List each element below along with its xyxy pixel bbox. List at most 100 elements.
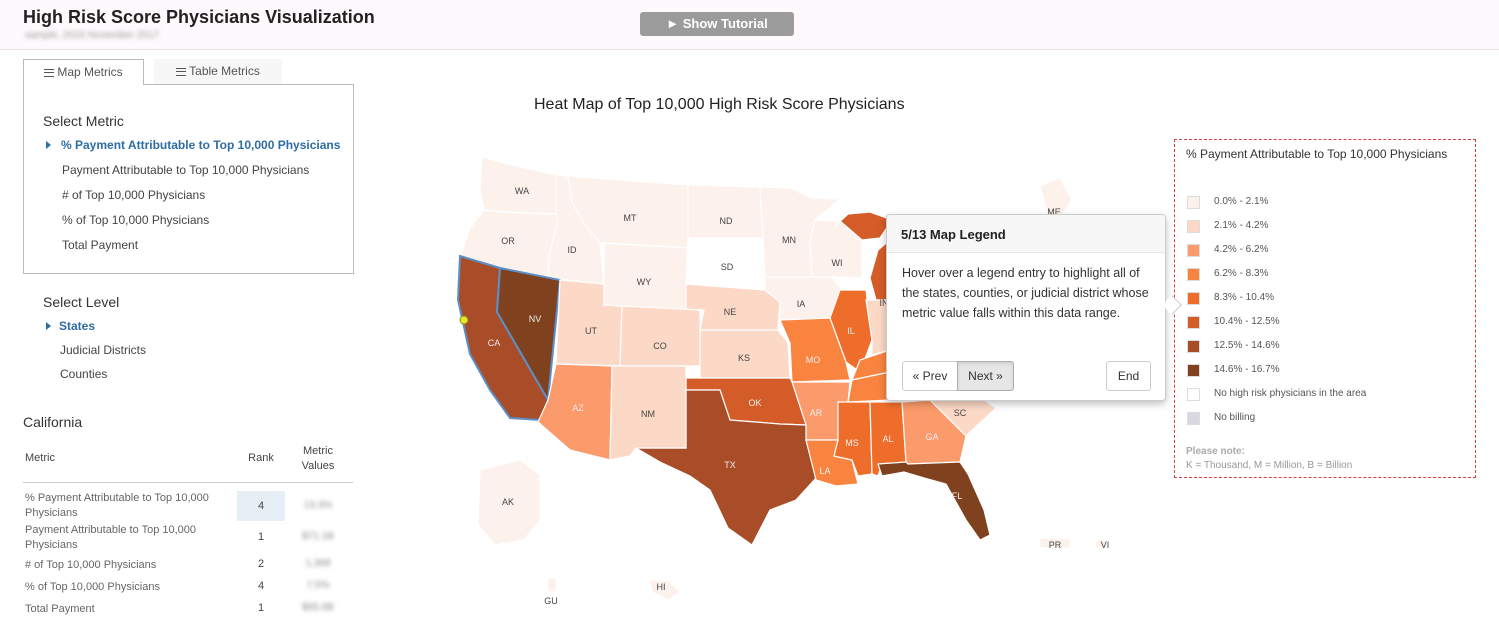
legend-note-heading: Please note: — [1186, 446, 1245, 457]
label-ut: UT — [585, 326, 597, 336]
legend-swatch[interactable] — [1187, 364, 1200, 377]
metric-option-pct-payment[interactable]: % Payment Attributable to Top 10,000 Phy… — [61, 138, 341, 152]
legend-item-label[interactable]: 2.1% - 4.2% — [1214, 220, 1269, 231]
label-az: AZ — [572, 403, 584, 413]
level-option-counties[interactable]: Counties — [60, 367, 108, 381]
next-button[interactable]: Next » — [957, 361, 1014, 391]
show-tutorial-button[interactable]: ► Show Tutorial — [640, 12, 794, 36]
legend-item-label[interactable]: 14.6% - 16.7% — [1214, 364, 1280, 375]
legend-item-label[interactable]: No billing — [1214, 412, 1256, 423]
legend-item-label[interactable]: 12.5% - 14.6% — [1214, 340, 1280, 351]
territory-vi[interactable] — [1095, 539, 1107, 549]
legend-swatch[interactable] — [1187, 268, 1200, 281]
selected-state-name: California — [23, 414, 83, 430]
label-wi: WI — [832, 258, 843, 268]
table-row-metric: # of Top 10,000 Physicians — [25, 559, 157, 571]
label-wa: WA — [515, 186, 529, 196]
legend-item-label[interactable]: 6.2% - 8.3% — [1214, 268, 1269, 279]
tab-label: Map Metrics — [57, 65, 123, 79]
label-gu: GU — [544, 596, 558, 606]
tab-table-metrics[interactable]: Table Metrics — [154, 59, 282, 85]
legend-swatch[interactable] — [1187, 340, 1200, 353]
label-ca: CA — [488, 338, 501, 348]
label-tx: TX — [724, 460, 736, 470]
level-option-states[interactable]: States — [59, 319, 96, 333]
header-metric-values-1: Metric — [303, 445, 333, 457]
location-marker-icon — [459, 315, 469, 325]
label-ks: KS — [738, 353, 750, 363]
label-ne: NE — [724, 307, 737, 317]
legend-note-text: K = Thousand, M = Million, B = Billion — [1186, 460, 1353, 471]
label-sc: SC — [954, 408, 967, 418]
legend-swatch[interactable] — [1187, 292, 1200, 305]
legend-swatch[interactable] — [1187, 388, 1200, 401]
app-subtitle: sample, 2016 November 2017 — [25, 30, 159, 41]
territory-pr[interactable] — [1039, 537, 1071, 549]
label-ak: AK — [502, 497, 514, 507]
state-co[interactable] — [619, 305, 701, 367]
state-nd[interactable] — [687, 184, 764, 239]
legend-swatch[interactable] — [1187, 316, 1200, 329]
legend-swatch[interactable] — [1187, 220, 1200, 233]
label-ar: AR — [810, 408, 823, 418]
label-mn: MN — [782, 235, 796, 245]
label-mo: MO — [806, 355, 821, 365]
end-button[interactable]: End — [1106, 361, 1151, 391]
state-wi[interactable] — [809, 219, 863, 279]
table-row-metric: % of Top 10,000 Physicians — [25, 581, 160, 593]
state-hi[interactable] — [649, 579, 681, 601]
label-sd: SD — [721, 262, 734, 272]
legend-item-label[interactable]: No high risk physicians in the area — [1214, 388, 1367, 399]
map-metrics-panel — [23, 84, 354, 274]
app-header: High Risk Score Physicians Visualization… — [0, 0, 1499, 50]
label-fl: FL — [952, 491, 963, 501]
state-mo[interactable] — [779, 317, 851, 383]
table-row-value: 1,368 — [305, 558, 331, 569]
label-ia: IA — [797, 299, 806, 309]
state-fl[interactable] — [877, 461, 991, 541]
selected-arrow-icon — [46, 141, 51, 149]
table-row-value: $71.1B — [302, 531, 334, 542]
table-row-rank: 4 — [257, 500, 265, 512]
metric-option-total-payment[interactable]: Total Payment — [62, 238, 139, 252]
legend-item-label[interactable]: 8.3% - 10.4% — [1214, 292, 1275, 303]
header-metric-values-2: Values — [301, 460, 335, 472]
legend-item-label[interactable]: 4.2% - 6.2% — [1214, 244, 1269, 255]
label-mt: MT — [624, 213, 637, 223]
popover-title: 5/13 Map Legend — [887, 215, 1165, 253]
territory-gu[interactable] — [547, 577, 557, 593]
prev-button[interactable]: « Prev — [902, 361, 958, 391]
legend-swatch[interactable] — [1187, 412, 1200, 425]
table-row-value: $65.6B — [302, 602, 334, 613]
state-tx[interactable] — [633, 389, 817, 546]
metric-option-pct-physicians[interactable]: % of Top 10,000 Physicians — [62, 213, 210, 227]
legend-swatch[interactable] — [1187, 196, 1200, 209]
rank-highlight — [237, 491, 285, 521]
table-row-rank: 2 — [257, 558, 265, 570]
legend-item-label[interactable]: 10.4% - 12.5% — [1214, 316, 1280, 327]
header-rank: Rank — [248, 452, 274, 464]
level-option-judicial-districts[interactable]: Judicial Districts — [60, 343, 147, 357]
tab-label: Table Metrics — [189, 64, 260, 78]
state-nm[interactable] — [609, 365, 687, 461]
map-legend: % Payment Attributable to Top 10,000 Phy… — [1174, 139, 1476, 478]
legend-item-label[interactable]: 0.0% - 2.1% — [1214, 196, 1269, 207]
metric-option-payment[interactable]: Payment Attributable to Top 10,000 Physi… — [62, 163, 310, 177]
state-me[interactable] — [1039, 177, 1073, 219]
metric-option-num-physicians[interactable]: # of Top 10,000 Physicians — [62, 188, 206, 202]
legend-swatch[interactable] — [1187, 244, 1200, 257]
label-ms: MS — [845, 438, 859, 448]
state-ak[interactable] — [477, 459, 541, 546]
table-row-rank: 4 — [257, 580, 265, 592]
table-divider — [23, 482, 353, 483]
label-pr: PR — [1049, 540, 1062, 550]
label-il: IL — [847, 326, 855, 336]
app-title: High Risk Score Physicians Visualization — [23, 7, 375, 27]
label-co: CO — [653, 341, 667, 351]
table-row-value: 7.5% — [306, 580, 330, 591]
menu-icon — [176, 67, 187, 76]
state-ks[interactable] — [699, 329, 791, 379]
label-vi: VI — [1101, 540, 1110, 550]
tab-map-metrics[interactable]: Map Metrics — [23, 59, 144, 85]
